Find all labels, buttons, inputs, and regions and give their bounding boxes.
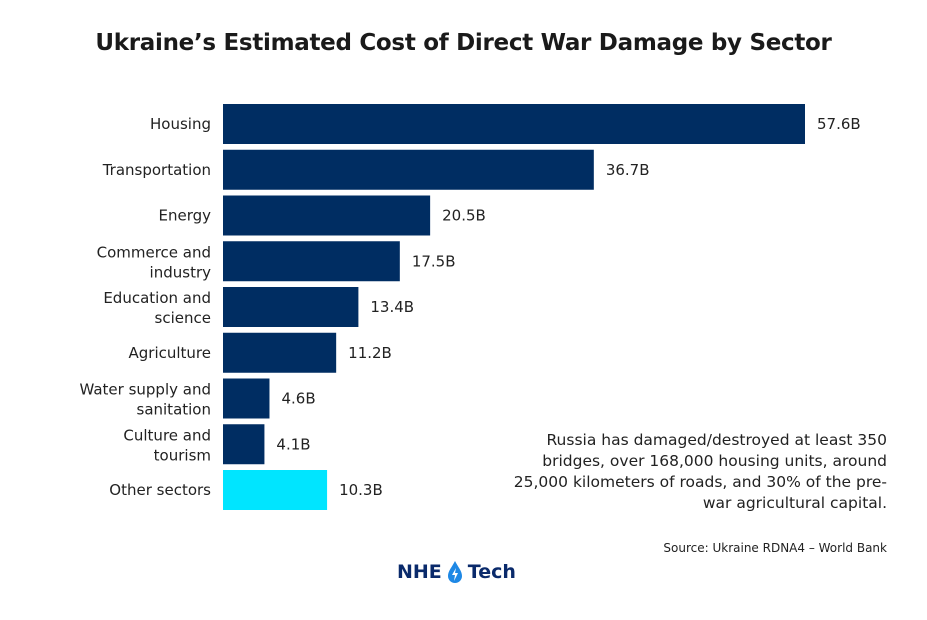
data-label: 11.2B	[348, 344, 392, 362]
bar	[223, 332, 337, 373]
annotation-note: Russia has damaged/destroyed at least 35…	[513, 431, 887, 512]
data-label: 20.5B	[442, 207, 486, 225]
bar	[223, 241, 400, 282]
water-drop-lightning-icon	[447, 561, 462, 583]
category-label: Transportation	[102, 161, 211, 179]
bar	[223, 287, 359, 327]
chart-title: Ukraine’s Estimated Cost of Direct War D…	[95, 30, 832, 56]
category-label: Housing	[150, 115, 211, 133]
logo: NHE Tech	[397, 560, 516, 584]
bar	[223, 104, 805, 144]
data-label: 57.6B	[817, 115, 861, 133]
category-label: Water supply and sanitation	[79, 381, 211, 419]
data-label: 17.5B	[412, 252, 456, 270]
category-label: Agriculture	[129, 344, 212, 362]
bar	[223, 424, 265, 465]
category-label: Culture and tourism	[123, 426, 211, 464]
data-label: 13.4B	[370, 298, 414, 316]
bar	[223, 470, 328, 510]
logo-text-nhe: NHE	[397, 561, 442, 583]
category-label: Other sectors	[109, 481, 211, 499]
category-label: Education and science	[103, 289, 211, 327]
source-note: Source: Ukraine RDNA4 – World Bank	[663, 541, 887, 555]
bar	[223, 195, 431, 236]
logo-text-tech: Tech	[467, 561, 516, 583]
bar	[223, 149, 594, 190]
category-label: Commerce and industry	[97, 243, 212, 281]
data-label: 4.1B	[276, 435, 310, 453]
category-label: Energy	[158, 207, 211, 225]
bar	[223, 378, 270, 419]
data-label: 4.6B	[281, 390, 315, 408]
data-label: 10.3B	[339, 481, 383, 499]
data-label: 36.7B	[606, 161, 650, 179]
